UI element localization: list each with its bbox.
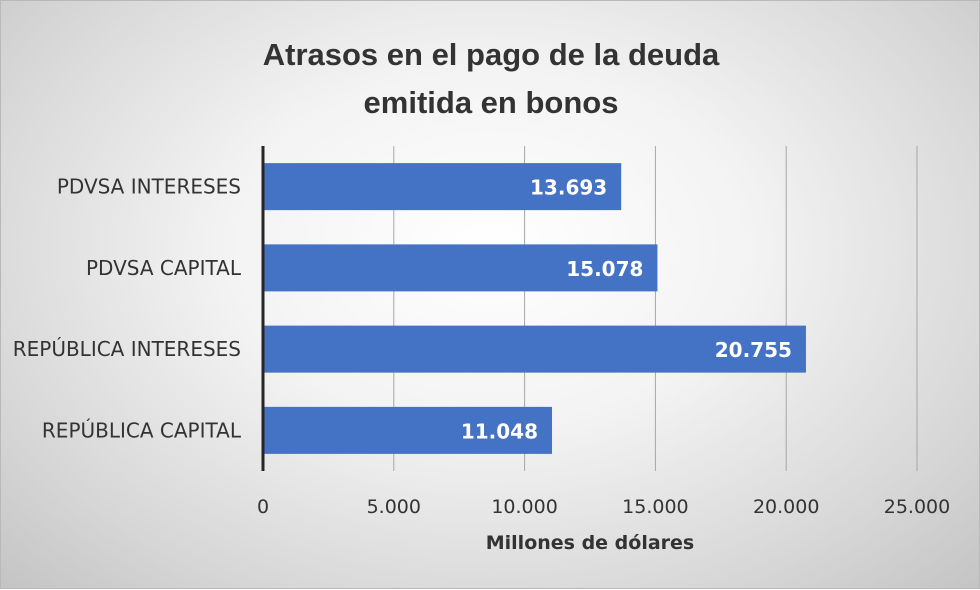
data-label-3: 11.048: [461, 419, 538, 443]
chart-title-line-1: Atrasos en el pago de la deuda: [262, 37, 720, 72]
x-tick-label-2: 10.000: [491, 496, 557, 518]
chart-title: Atrasos en el pago de la deuda emitida e…: [1, 31, 980, 127]
x-axis-title: Millones de dólares: [486, 532, 695, 554]
data-label-2: 20.755: [715, 338, 792, 362]
category-label-1: PDVSA CAPITAL: [86, 256, 242, 280]
data-label-1: 15.078: [566, 257, 643, 281]
bar-3[interactable]: [263, 406, 553, 454]
chart-title-line-2: emitida en bonos: [363, 85, 619, 120]
bar-1[interactable]: [263, 244, 658, 292]
x-tick-label-4: 20.000: [753, 496, 819, 518]
bar-2[interactable]: [263, 325, 806, 373]
category-label-2: REPÚBLICA INTERESES: [13, 337, 241, 361]
category-label-3: REPÚBLICA CAPITAL: [42, 418, 242, 442]
bar-0[interactable]: [263, 163, 622, 211]
x-tick-label-5: 25.000: [884, 496, 950, 518]
x-tick-label-3: 15.000: [622, 496, 688, 518]
data-label-0: 13.693: [530, 176, 607, 200]
x-tick-label-1: 5.000: [367, 496, 421, 518]
x-tick-label-0: 0: [257, 496, 269, 518]
category-label-0: PDVSA INTERESES: [57, 175, 241, 199]
